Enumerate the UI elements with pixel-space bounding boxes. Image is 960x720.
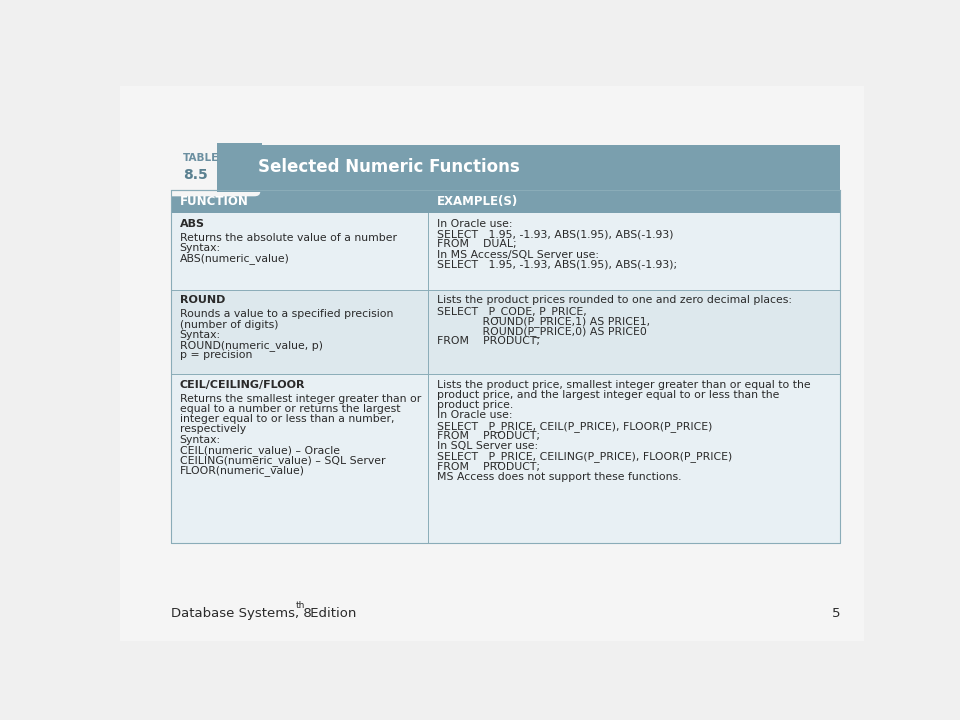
- Text: Lists the product prices rounded to one and zero decimal places:: Lists the product prices rounded to one …: [438, 295, 792, 305]
- Text: CEIL/CEILING/FLOOR: CEIL/CEILING/FLOOR: [180, 379, 305, 390]
- Text: FUNCTION: FUNCTION: [180, 195, 249, 208]
- Text: CEIL(numeric_value) – Oracle: CEIL(numeric_value) – Oracle: [180, 445, 340, 456]
- Text: integer equal to or less than a number,: integer equal to or less than a number,: [180, 414, 394, 424]
- Bar: [171, 190, 840, 543]
- Text: In Oracle use:: In Oracle use:: [438, 219, 513, 229]
- Text: p = precision: p = precision: [180, 351, 252, 360]
- Text: Database Systems, 8: Database Systems, 8: [171, 607, 311, 620]
- Text: FROM    PRODUCT;: FROM PRODUCT;: [438, 462, 540, 472]
- Text: SELECT   P_PRICE, CEILING(P_PRICE), FLOOR(P_PRICE): SELECT P_PRICE, CEILING(P_PRICE), FLOOR(…: [438, 451, 732, 462]
- Text: equal to a number or returns the largest: equal to a number or returns the largest: [180, 404, 400, 414]
- Text: ROUND(numeric_value, p): ROUND(numeric_value, p): [180, 340, 323, 351]
- Text: In MS Access/SQL Server use:: In MS Access/SQL Server use:: [438, 250, 599, 260]
- Text: th: th: [296, 600, 305, 610]
- Text: Syntax:: Syntax:: [180, 330, 221, 340]
- Text: product price.: product price.: [438, 400, 514, 410]
- Text: Syntax:: Syntax:: [180, 435, 221, 444]
- Text: respectively: respectively: [180, 424, 246, 434]
- Text: product price, and the largest integer equal to or less than the: product price, and the largest integer e…: [438, 390, 780, 400]
- Text: (number of digits): (number of digits): [180, 320, 278, 330]
- Text: ABS: ABS: [180, 219, 204, 229]
- Text: MS Access does not support these functions.: MS Access does not support these functio…: [438, 472, 682, 482]
- Text: CEILING(numeric_value) – SQL Server: CEILING(numeric_value) – SQL Server: [180, 455, 385, 466]
- Text: Rounds a value to a specified precision: Rounds a value to a specified precision: [180, 310, 393, 319]
- Text: ROUND(P_PRICE,1) AS PRICE1,: ROUND(P_PRICE,1) AS PRICE1,: [438, 316, 651, 327]
- Text: EXAMPLE(S): EXAMPLE(S): [438, 195, 518, 208]
- Text: Syntax:: Syntax:: [180, 243, 221, 253]
- Text: TABLE: TABLE: [183, 153, 220, 163]
- Text: FROM    PRODUCT;: FROM PRODUCT;: [438, 431, 540, 441]
- Text: FLOOR(numeric_value): FLOOR(numeric_value): [180, 465, 304, 476]
- Text: FROM    DUAL;: FROM DUAL;: [438, 240, 516, 249]
- Bar: [171, 145, 840, 190]
- Bar: [217, 143, 262, 192]
- Text: ABS(numeric_value): ABS(numeric_value): [180, 253, 289, 264]
- Text: FROM    PRODUCT;: FROM PRODUCT;: [438, 336, 540, 346]
- Text: Selected Numeric Functions: Selected Numeric Functions: [258, 158, 520, 176]
- Text: Returns the absolute value of a number: Returns the absolute value of a number: [180, 233, 396, 243]
- Bar: [171, 290, 840, 374]
- Text: Returns the smallest integer greater than or: Returns the smallest integer greater tha…: [180, 394, 420, 403]
- Text: In SQL Server use:: In SQL Server use:: [438, 441, 539, 451]
- Text: SELECT   P_CODE, P_PRICE,: SELECT P_CODE, P_PRICE,: [438, 306, 588, 317]
- Text: 5: 5: [831, 607, 840, 620]
- Text: SELECT   P_PRICE, CEIL(P_PRICE), FLOOR(P_PRICE): SELECT P_PRICE, CEIL(P_PRICE), FLOOR(P_P…: [438, 420, 712, 431]
- Bar: [171, 374, 840, 543]
- Bar: [171, 190, 840, 213]
- Text: In Oracle use:: In Oracle use:: [438, 410, 513, 420]
- Text: ROUND: ROUND: [180, 295, 225, 305]
- Text: SELECT   1.95, -1.93, ABS(1.95), ABS(-1.93);: SELECT 1.95, -1.93, ABS(1.95), ABS(-1.93…: [438, 260, 678, 270]
- Text: ROUND(P_PRICE,0) AS PRICE0: ROUND(P_PRICE,0) AS PRICE0: [438, 326, 647, 337]
- Text: 8.5: 8.5: [183, 168, 208, 182]
- Text: Edition: Edition: [306, 607, 356, 620]
- Text: Lists the product price, smallest integer greater than or equal to the: Lists the product price, smallest intege…: [438, 379, 811, 390]
- FancyBboxPatch shape: [165, 138, 260, 197]
- Text: SELECT   1.95, -1.93, ABS(1.95), ABS(-1.93): SELECT 1.95, -1.93, ABS(1.95), ABS(-1.93…: [438, 229, 674, 239]
- Bar: [171, 213, 840, 290]
